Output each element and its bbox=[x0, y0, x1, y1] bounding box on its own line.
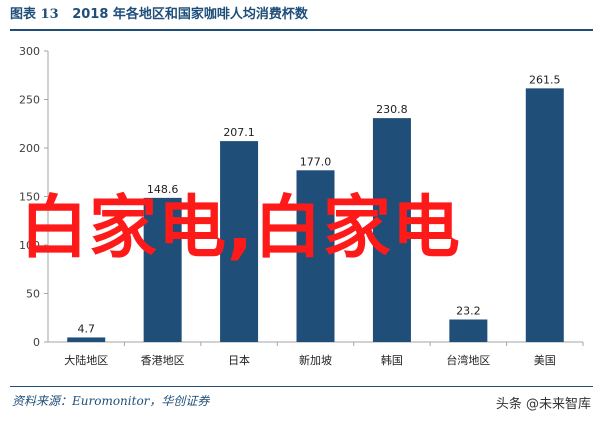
x-tick-label: 日本 bbox=[228, 353, 250, 367]
red-watermark-text: 白家电,白家电 bbox=[20, 189, 461, 268]
bar-chart: 0 50 100 150 200 250 300 4.7 大陆地区 148.6 香港地区 207.1 日… bbox=[19, 45, 584, 367]
figure-label: 图表 bbox=[10, 7, 37, 22]
bar bbox=[143, 197, 182, 342]
figure-title: 2018 年各地区和国家咖啡人均消费杯数 bbox=[72, 7, 308, 22]
data-label: 207.1 bbox=[223, 126, 255, 139]
footer-rule bbox=[10, 386, 593, 387]
x-tick-label: 新加坡 bbox=[299, 353, 332, 367]
y-tick-label: 300 bbox=[19, 45, 40, 58]
x-tick-label: 美国 bbox=[534, 354, 556, 367]
x-tick-label: 韩国 bbox=[381, 353, 403, 367]
y-tick-label: 150 bbox=[19, 191, 40, 204]
data-label: 4.7 bbox=[77, 322, 95, 335]
data-label: 148.6 bbox=[147, 183, 179, 196]
figure-number: 13 bbox=[40, 7, 59, 22]
y-tick-label: 100 bbox=[19, 239, 40, 252]
bar bbox=[525, 88, 564, 342]
data-label: 177.0 bbox=[300, 155, 332, 168]
bar bbox=[372, 118, 411, 343]
y-tick-label: 200 bbox=[19, 142, 40, 155]
data-label: 261.5 bbox=[529, 73, 561, 86]
data-label: 23.2 bbox=[456, 304, 481, 317]
y-tick-label: 50 bbox=[26, 288, 40, 301]
bar bbox=[296, 170, 335, 342]
source-note: 资料来源：Euromonitor，华创证券 bbox=[12, 394, 210, 408]
y-tick-label: 250 bbox=[19, 94, 40, 107]
bar bbox=[449, 319, 488, 342]
credit-text: 头条 @未来智库 bbox=[495, 397, 591, 412]
x-tick-label: 香港地区 bbox=[141, 354, 185, 367]
figure-header: 图表 13 2018 年各地区和国家咖啡人均消费杯数 bbox=[10, 3, 593, 25]
bar bbox=[220, 141, 259, 342]
y-tick-label: 0 bbox=[33, 336, 40, 349]
x-tick-label: 大陆地区 bbox=[64, 353, 108, 367]
data-label: 230.8 bbox=[376, 103, 408, 116]
header-rule bbox=[10, 29, 593, 31]
bar bbox=[67, 337, 106, 342]
x-tick-label: 台湾地区 bbox=[446, 353, 490, 367]
